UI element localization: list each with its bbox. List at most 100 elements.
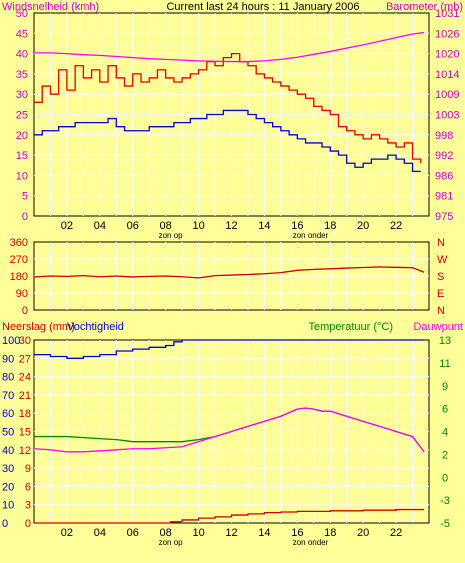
rain-y-tick: 6 — [25, 481, 31, 493]
temp-panel-sunrise-label: zon op — [159, 538, 184, 547]
wind-panel-x-tick: 18 — [324, 220, 336, 232]
temp-panel-x-tick: 06 — [127, 527, 139, 539]
baro-y-tick: 1031 — [435, 8, 459, 20]
temp-panel-x-tick: 16 — [291, 527, 303, 539]
chart-title: Current last 24 hours : 11 January 2006 — [166, 1, 359, 13]
temp-y-tick: 11 — [439, 358, 450, 370]
dewpoint-line — [33, 407, 425, 453]
baro-y-tick: 1003 — [435, 110, 459, 122]
temp-y-tick: -5 — [440, 518, 450, 530]
baro-y-tick: 998 — [435, 130, 453, 142]
humidity-y-tick: 90 — [2, 353, 14, 365]
temp-panel-x-tick: 08 — [160, 527, 172, 539]
temp-panel-x-tick: 02 — [61, 527, 73, 539]
baro-y-tick: 981 — [435, 191, 453, 203]
direction-compass-label: N — [437, 237, 445, 249]
wind-y-tick: 25 — [16, 110, 28, 122]
direction-y-tick: 270 — [10, 254, 28, 266]
rain-axis-title: Neerslag (mm) — [2, 321, 75, 333]
temp-y-tick: -3 — [440, 495, 450, 507]
humidity-line — [34, 339, 425, 359]
humidity-y-tick: 20 — [2, 481, 14, 493]
direction-y-tick: 180 — [10, 271, 28, 283]
humidity-y-tick: 30 — [2, 463, 14, 475]
rain-y-tick: 30 — [19, 335, 31, 347]
wind-y-tick: 10 — [16, 170, 28, 182]
wind-y-tick: 15 — [16, 150, 28, 162]
humidity-y-tick: 10 — [2, 500, 14, 512]
wind-panel-x-tick: 20 — [357, 220, 369, 232]
humidity-y-tick: 70 — [2, 390, 14, 402]
wind-panel-x-tick: 06 — [127, 220, 139, 232]
direction-compass-label: S — [437, 271, 444, 283]
humidity-y-tick: 50 — [2, 427, 14, 439]
dewpoint-axis-title: Dauwpunt — [413, 321, 463, 333]
wind-axis-title: Windsnelheid (kmh) — [2, 1, 99, 13]
baro-y-tick: 1009 — [435, 89, 459, 101]
wind-line — [34, 109, 421, 172]
wind-panel-x-tick: 02 — [61, 220, 73, 232]
direction-y-tick: 90 — [16, 288, 28, 300]
direction-y-tick: 0 — [22, 305, 28, 317]
temp-panel-x-tick: 14 — [258, 527, 270, 539]
baro-axis-title: Barometer (mb) — [386, 1, 463, 13]
temp-y-tick: 4 — [442, 427, 448, 439]
temp-panel-x-tick: 04 — [94, 527, 106, 539]
wind-y-tick: 40 — [16, 49, 28, 61]
temp-y-tick: 2 — [442, 449, 448, 461]
humidity-y-tick: 40 — [2, 445, 14, 457]
wind-panel-x-tick: 14 — [258, 220, 270, 232]
baro-y-tick: 1014 — [435, 69, 459, 81]
wind-panel-sunrise-label: zon op — [159, 231, 184, 240]
baro-y-tick: 986 — [435, 170, 453, 182]
rain-y-tick: 24 — [19, 372, 31, 384]
pressure-line — [34, 31, 425, 63]
humidity-y-tick: 0 — [2, 518, 8, 530]
direction-compass-label: N — [437, 305, 445, 317]
rain-y-tick: 3 — [25, 500, 31, 512]
humidity-y-tick: 80 — [2, 372, 14, 384]
temp-y-tick: 0 — [442, 472, 448, 484]
baro-y-tick: 1026 — [435, 28, 459, 40]
temp-panel-x-tick: 18 — [324, 527, 336, 539]
wind-panel-x-tick: 22 — [390, 220, 402, 232]
humidity-y-tick: 100 — [2, 335, 20, 347]
direction-compass-label: E — [437, 288, 444, 300]
temp-y-tick: 6 — [442, 404, 448, 416]
gust-line — [34, 52, 422, 164]
rain-y-tick: 18 — [19, 408, 31, 420]
wind-y-tick: 20 — [16, 130, 28, 142]
baro-y-tick: 1020 — [435, 49, 459, 61]
wind-panel-x-tick: 04 — [94, 220, 106, 232]
rain-line — [34, 508, 425, 524]
wind-panel-x-tick: 16 — [291, 220, 303, 232]
wind-y-tick: 50 — [16, 8, 28, 20]
temp-panel-x-tick: 12 — [225, 527, 237, 539]
baro-y-tick: 975 — [435, 211, 453, 223]
wind-y-tick: 45 — [16, 28, 28, 40]
temp-axis-title: Temperatuur (°C) — [309, 321, 393, 333]
wind-y-tick: 0 — [22, 211, 28, 223]
direction-compass-label: W — [437, 254, 448, 266]
temp-y-tick: 13 — [439, 335, 451, 347]
rain-y-tick: 12 — [19, 445, 31, 457]
wind-y-tick: 35 — [16, 69, 28, 81]
rain-y-tick: 15 — [19, 427, 31, 439]
temp-y-tick: 9 — [442, 381, 448, 393]
wind-panel-x-tick: 10 — [192, 220, 204, 232]
temp-panel-x-tick: 10 — [192, 527, 204, 539]
baro-y-tick: 992 — [435, 150, 453, 162]
wind-y-tick: 30 — [16, 89, 28, 101]
wind-y-tick: 5 — [22, 191, 28, 203]
rain-y-tick: 0 — [25, 518, 31, 530]
wind-panel-x-tick: 08 — [160, 220, 172, 232]
rain-y-tick: 27 — [19, 353, 31, 365]
direction-line — [33, 266, 425, 279]
wind-panel-x-tick: 12 — [225, 220, 237, 232]
direction-y-tick: 360 — [10, 237, 28, 249]
wind-panel-sunset-label: zon onder — [293, 231, 329, 240]
temp-panel-sunset-label: zon onder — [293, 538, 329, 547]
rain-y-tick: 9 — [25, 463, 31, 475]
